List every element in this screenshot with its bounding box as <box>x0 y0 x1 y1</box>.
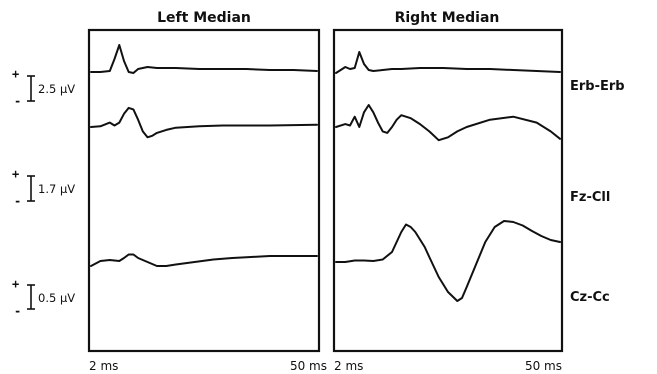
cal-bar-label: 2.5 µV <box>38 82 75 96</box>
cal-plus-sign: + <box>12 277 19 291</box>
panel-frame-right <box>332 28 564 353</box>
cal-minus-sign: - <box>14 94 21 108</box>
cal-plus-sign: + <box>12 167 19 181</box>
x-tick-left-end: 50 ms <box>290 359 327 373</box>
calibration-bar-3: + - 0.5 µV <box>12 277 75 318</box>
panel-title-right: Right Median <box>395 10 500 26</box>
trace-left-cz-cc <box>90 253 318 267</box>
calibration-bar-1: + - 2.5 µV <box>12 67 75 108</box>
trace-left-fz-cll <box>90 106 318 139</box>
trace-right-erb-erb <box>335 51 561 74</box>
x-tick-left-start: 2 ms <box>89 359 118 373</box>
channel-label-erb: Erb-Erb <box>570 79 625 94</box>
channel-label-fz: Fz-Cll <box>570 190 610 205</box>
channel-label-cz: Cz-Cc <box>570 290 610 305</box>
calibration-bar-2: + - 1.7 µV <box>12 167 75 208</box>
traces-left-median <box>90 44 318 267</box>
cal-minus-sign: - <box>14 194 21 208</box>
cal-bar-label: 0.5 µV <box>38 291 75 305</box>
traces-right-median <box>335 51 561 302</box>
trace-right-cz-cc <box>335 220 561 302</box>
cal-bar-label: 1.7 µV <box>38 182 75 196</box>
panel-frame-left <box>87 28 321 353</box>
cal-minus-sign: - <box>14 304 21 318</box>
trace-right-fz-cll <box>335 104 561 142</box>
trace-left-erb-erb <box>90 44 318 74</box>
x-tick-right-start: 2 ms <box>334 359 363 373</box>
cal-plus-sign: + <box>12 67 19 81</box>
panel-title-left: Left Median <box>157 10 251 26</box>
x-tick-right-end: 50 ms <box>525 359 562 373</box>
